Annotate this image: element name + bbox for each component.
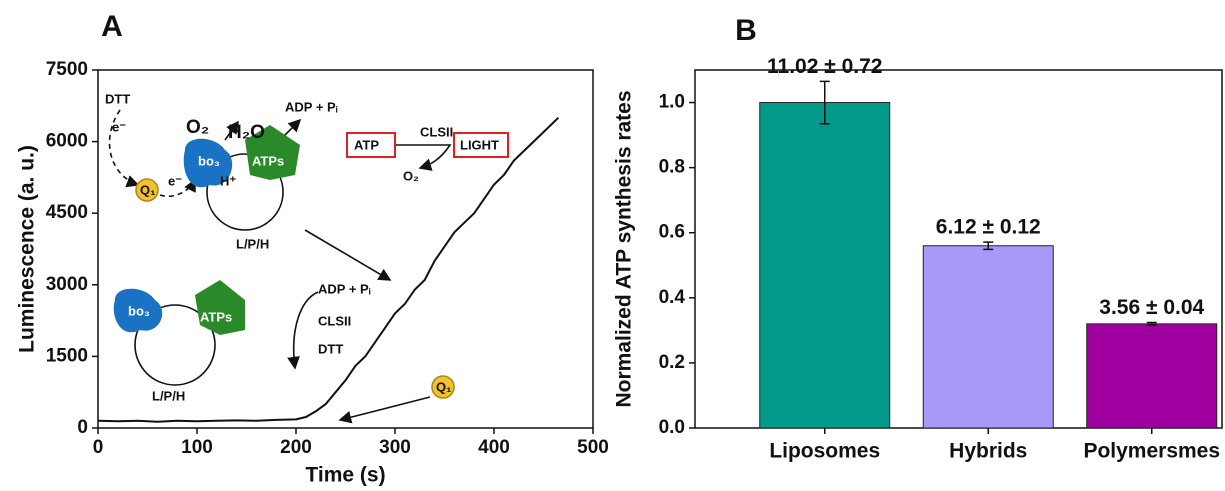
value-annotation: 6.12 ± 0.12 xyxy=(936,216,1041,239)
annotation: bo₃ xyxy=(128,303,150,318)
x-tick-label: 400 xyxy=(478,437,510,458)
annotation: ATP xyxy=(354,137,379,152)
panel-label: A xyxy=(101,10,123,43)
y-tick-label: 0.0 xyxy=(659,417,685,438)
schematic xyxy=(108,109,509,424)
x-tick-label: 100 xyxy=(181,437,213,458)
y-tick-label: 1500 xyxy=(46,345,88,366)
y-axis-label: Normalized ATP synthesis rates xyxy=(613,90,636,407)
annotation: CLSII xyxy=(420,124,453,139)
x-tick-label: Polymersmes xyxy=(1083,440,1220,463)
y-tick-label: 0.8 xyxy=(659,157,685,178)
annotation: DTT xyxy=(318,341,343,356)
x-tick-label: Hybrids xyxy=(949,440,1027,463)
y-tick-label: 0 xyxy=(77,417,88,438)
annotation: Q₁ xyxy=(140,182,156,197)
y-tick-label: 1.0 xyxy=(659,92,685,113)
annotation: e⁻ xyxy=(112,119,126,134)
bar xyxy=(922,245,1054,429)
annotation: CLSII xyxy=(318,313,351,328)
y-axis-label: Luminescence (a. u.) xyxy=(16,145,39,353)
x-tick-label: 200 xyxy=(280,437,312,458)
annotation: ADP + Pᵢ xyxy=(318,281,371,296)
annotation: H₂O xyxy=(228,122,265,143)
annotation: ATPs xyxy=(200,309,232,324)
x-tick-label: 300 xyxy=(379,437,411,458)
y-tick-label: 0.6 xyxy=(659,222,685,243)
value-annotation: 3.56 ± 0.04 xyxy=(1099,296,1204,319)
bar xyxy=(1086,323,1218,429)
y-tick-label: 0.2 xyxy=(659,352,685,373)
annotation: O₂ xyxy=(186,117,209,138)
error-bar xyxy=(819,80,830,125)
data-line xyxy=(97,116,560,423)
x-tick-label: 500 xyxy=(577,437,609,458)
annotation: bo₃ xyxy=(198,153,220,168)
annotation: ADP + Pᵢ xyxy=(285,99,338,114)
annotation: LIGHT xyxy=(460,137,499,152)
error-bar xyxy=(1146,321,1157,326)
y-tick-label: 0.4 xyxy=(659,287,686,308)
value-annotation: 11.02 ± 0.72 xyxy=(767,55,882,78)
annotation: L/P/H xyxy=(152,388,185,403)
panel-label: B xyxy=(735,14,757,47)
annotation: H⁺ xyxy=(220,173,236,188)
annotation: O₂ xyxy=(403,168,419,183)
annotation: Q₁ xyxy=(436,379,452,394)
annotation: DTT xyxy=(105,91,130,106)
x-axis-label: Time (s) xyxy=(305,464,385,487)
error-bar xyxy=(983,241,994,251)
x-tick-label: Liposomes xyxy=(769,440,880,463)
annotations-a: DTT e⁻ O₂ H₂O ADP + Pᵢ ATP CLSII LIGHT O… xyxy=(105,91,499,403)
annotation: ATPs xyxy=(252,153,284,168)
annotation: e⁻ xyxy=(168,173,182,188)
y-tick-label: 6000 xyxy=(46,131,88,152)
y-tick-label: 3000 xyxy=(46,274,88,295)
y-tick-label: 4500 xyxy=(46,202,88,223)
plot-frame xyxy=(97,69,594,429)
bar xyxy=(759,102,891,429)
annotation: L/P/H xyxy=(236,236,269,251)
y-tick-label: 7500 xyxy=(46,59,88,80)
x-tick-label: 0 xyxy=(93,437,104,458)
